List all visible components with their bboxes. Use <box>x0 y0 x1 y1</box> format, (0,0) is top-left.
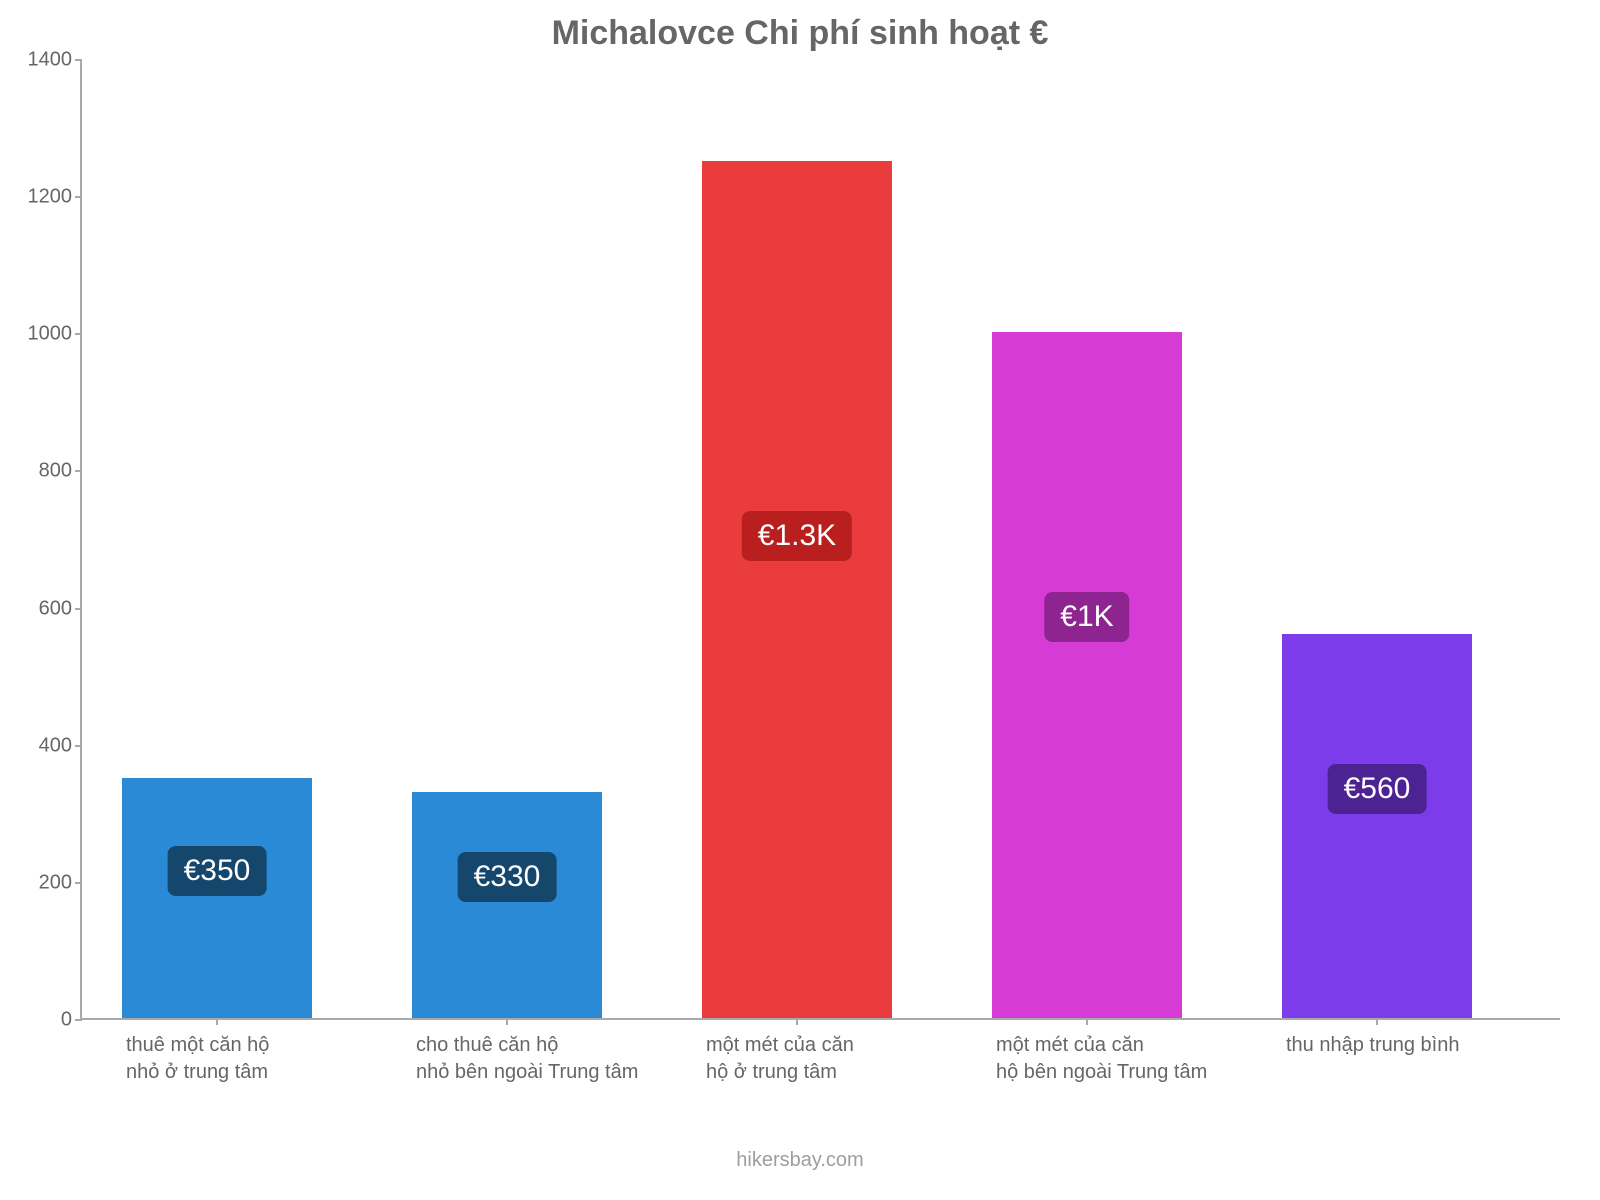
y-tick-label: 800 <box>39 460 82 483</box>
x-tick-label-line: một mét của căn <box>996 1032 1276 1059</box>
y-tick-label: 1400 <box>28 49 83 72</box>
x-tick-label-line: nhỏ ở trung tâm <box>126 1059 406 1086</box>
x-tick-label-line: hộ bên ngoài Trung tâm <box>996 1059 1276 1086</box>
chart-footer: hikersbay.com <box>0 1149 1600 1172</box>
y-tick-label: 1200 <box>28 186 83 209</box>
y-tick-label: 0 <box>61 1009 82 1032</box>
chart-title: Michalovce Chi phí sinh hoạt € <box>0 14 1600 53</box>
x-tick-label-line: thu nhập trung bình <box>1286 1032 1566 1059</box>
x-tick-label-line: thuê một căn hộ <box>126 1032 406 1059</box>
x-tick-label-line: một mét của căn <box>706 1032 986 1059</box>
x-tick-label-line: nhỏ bên ngoài Trung tâm <box>416 1059 696 1086</box>
x-tick-label-line: hộ ở trung tâm <box>706 1059 986 1086</box>
bar-value-chip: €1K <box>1044 592 1129 642</box>
x-tick-label: thuê một căn hộnhỏ ở trung tâm <box>126 1018 406 1086</box>
y-tick-label: 400 <box>39 734 82 757</box>
x-tick-label: cho thuê căn hộnhỏ bên ngoài Trung tâm <box>416 1018 696 1086</box>
x-tick-label-line: cho thuê căn hộ <box>416 1032 696 1059</box>
x-tick-label: một mét của cănhộ ở trung tâm <box>706 1018 986 1086</box>
bar: €560 <box>1282 634 1472 1018</box>
plot-area: 0200400600800100012001400€350thuê một că… <box>80 60 1560 1020</box>
bar-value-chip: €560 <box>1328 764 1427 814</box>
bar-value-chip: €1.3K <box>742 511 852 561</box>
y-tick-label: 1000 <box>28 323 83 346</box>
x-tick-label: thu nhập trung bình <box>1286 1018 1566 1059</box>
chart-container: Michalovce Chi phí sinh hoạt € 020040060… <box>0 0 1600 1200</box>
bar-value-chip: €350 <box>168 846 267 896</box>
bar: €350 <box>122 778 312 1018</box>
y-tick-label: 600 <box>39 597 82 620</box>
bar-value-chip: €330 <box>458 852 557 902</box>
bar: €330 <box>412 792 602 1018</box>
bar: €1K <box>992 332 1182 1018</box>
x-tick-label: một mét của cănhộ bên ngoài Trung tâm <box>996 1018 1276 1086</box>
bar: €1.3K <box>702 161 892 1018</box>
y-tick-label: 200 <box>39 871 82 894</box>
